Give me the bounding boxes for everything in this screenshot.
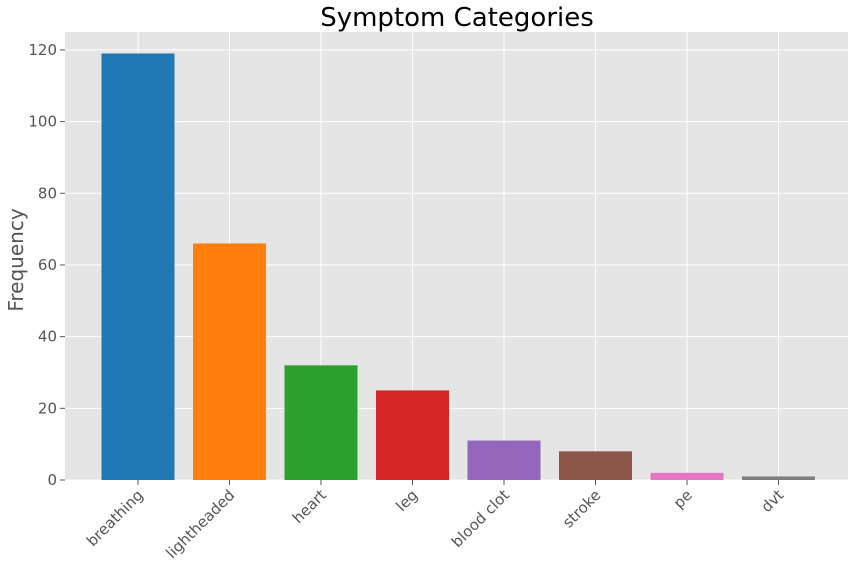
y-tick-label: 80: [38, 184, 57, 202]
x-tick-label: breathing: [83, 486, 147, 550]
x-tick-label: heart: [289, 486, 330, 527]
y-tick-label: 20: [38, 399, 57, 417]
y-tick-label: 0: [47, 471, 57, 489]
bar-dvt: [742, 476, 815, 480]
bar-breathing: [102, 54, 175, 480]
bar-blood-clot: [468, 441, 541, 480]
x-axis-ticks: breathing lightheaded heart leg blood clot st…: [83, 480, 787, 562]
y-tick-label: 60: [38, 256, 57, 274]
x-tick-label: dvt: [757, 486, 787, 516]
bar-heart: [285, 365, 358, 480]
plot-background: [65, 32, 848, 480]
x-tick-label: lightheaded: [162, 486, 238, 562]
bar-stroke: [559, 451, 632, 480]
y-axis-ticks: 0 20 40 60 80 100 120: [28, 41, 65, 489]
y-tick-label: 120: [28, 41, 57, 59]
y-tick-label: 40: [38, 328, 57, 346]
bar-lightheaded: [193, 243, 266, 480]
x-tick-label: blood clot: [448, 486, 513, 551]
y-tick-label: 100: [28, 113, 57, 131]
x-tick-label: pe: [670, 486, 696, 512]
x-tick-label: stroke: [559, 486, 604, 531]
bar-leg: [376, 390, 449, 480]
chart-title: Symptom Categories: [320, 3, 594, 33]
x-tick-label: leg: [392, 486, 421, 515]
y-axis-label: Frequency: [4, 208, 28, 311]
bar-pe: [651, 473, 724, 480]
